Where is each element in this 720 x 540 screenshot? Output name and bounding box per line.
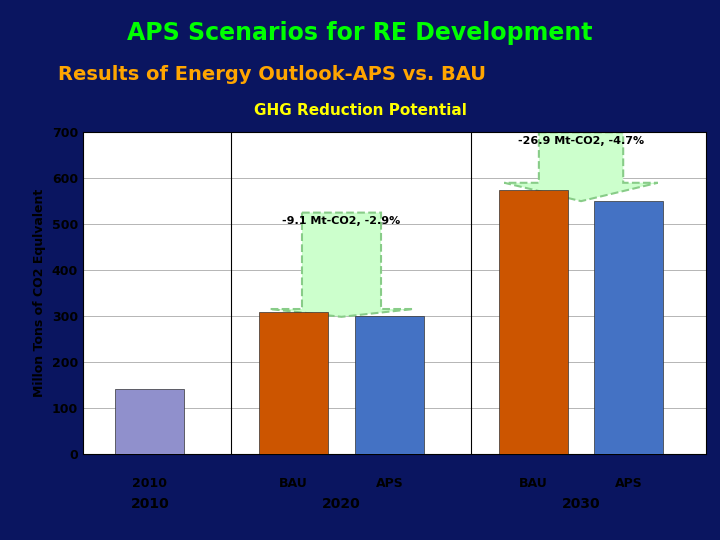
- Y-axis label: Millon Tons of CO2 Equlvalent: Millon Tons of CO2 Equlvalent: [33, 189, 46, 397]
- Bar: [355, 316, 424, 454]
- Text: -9.1 Mt-CO2, -2.9%: -9.1 Mt-CO2, -2.9%: [282, 216, 400, 226]
- Bar: [259, 312, 328, 454]
- Text: BAU: BAU: [518, 477, 547, 490]
- Text: GHG Reduction Potential: GHG Reduction Potential: [253, 103, 467, 118]
- Text: APS: APS: [615, 477, 643, 490]
- Text: 2030: 2030: [562, 497, 600, 511]
- Bar: [595, 201, 663, 454]
- Polygon shape: [269, 213, 413, 317]
- Text: 2010: 2010: [130, 497, 169, 511]
- Polygon shape: [505, 132, 657, 201]
- Text: -26.9 Mt-CO2, -4.7%: -26.9 Mt-CO2, -4.7%: [518, 136, 644, 145]
- Bar: [115, 389, 184, 454]
- Text: APS: APS: [376, 477, 403, 490]
- Bar: [499, 190, 567, 454]
- Text: APS Scenarios for RE Development: APS Scenarios for RE Development: [127, 21, 593, 44]
- Text: 2010: 2010: [132, 477, 167, 490]
- Text: Results of Energy Outlook-APS vs. BAU: Results of Energy Outlook-APS vs. BAU: [58, 65, 485, 84]
- Text: BAU: BAU: [279, 477, 308, 490]
- Text: 2020: 2020: [322, 497, 361, 511]
